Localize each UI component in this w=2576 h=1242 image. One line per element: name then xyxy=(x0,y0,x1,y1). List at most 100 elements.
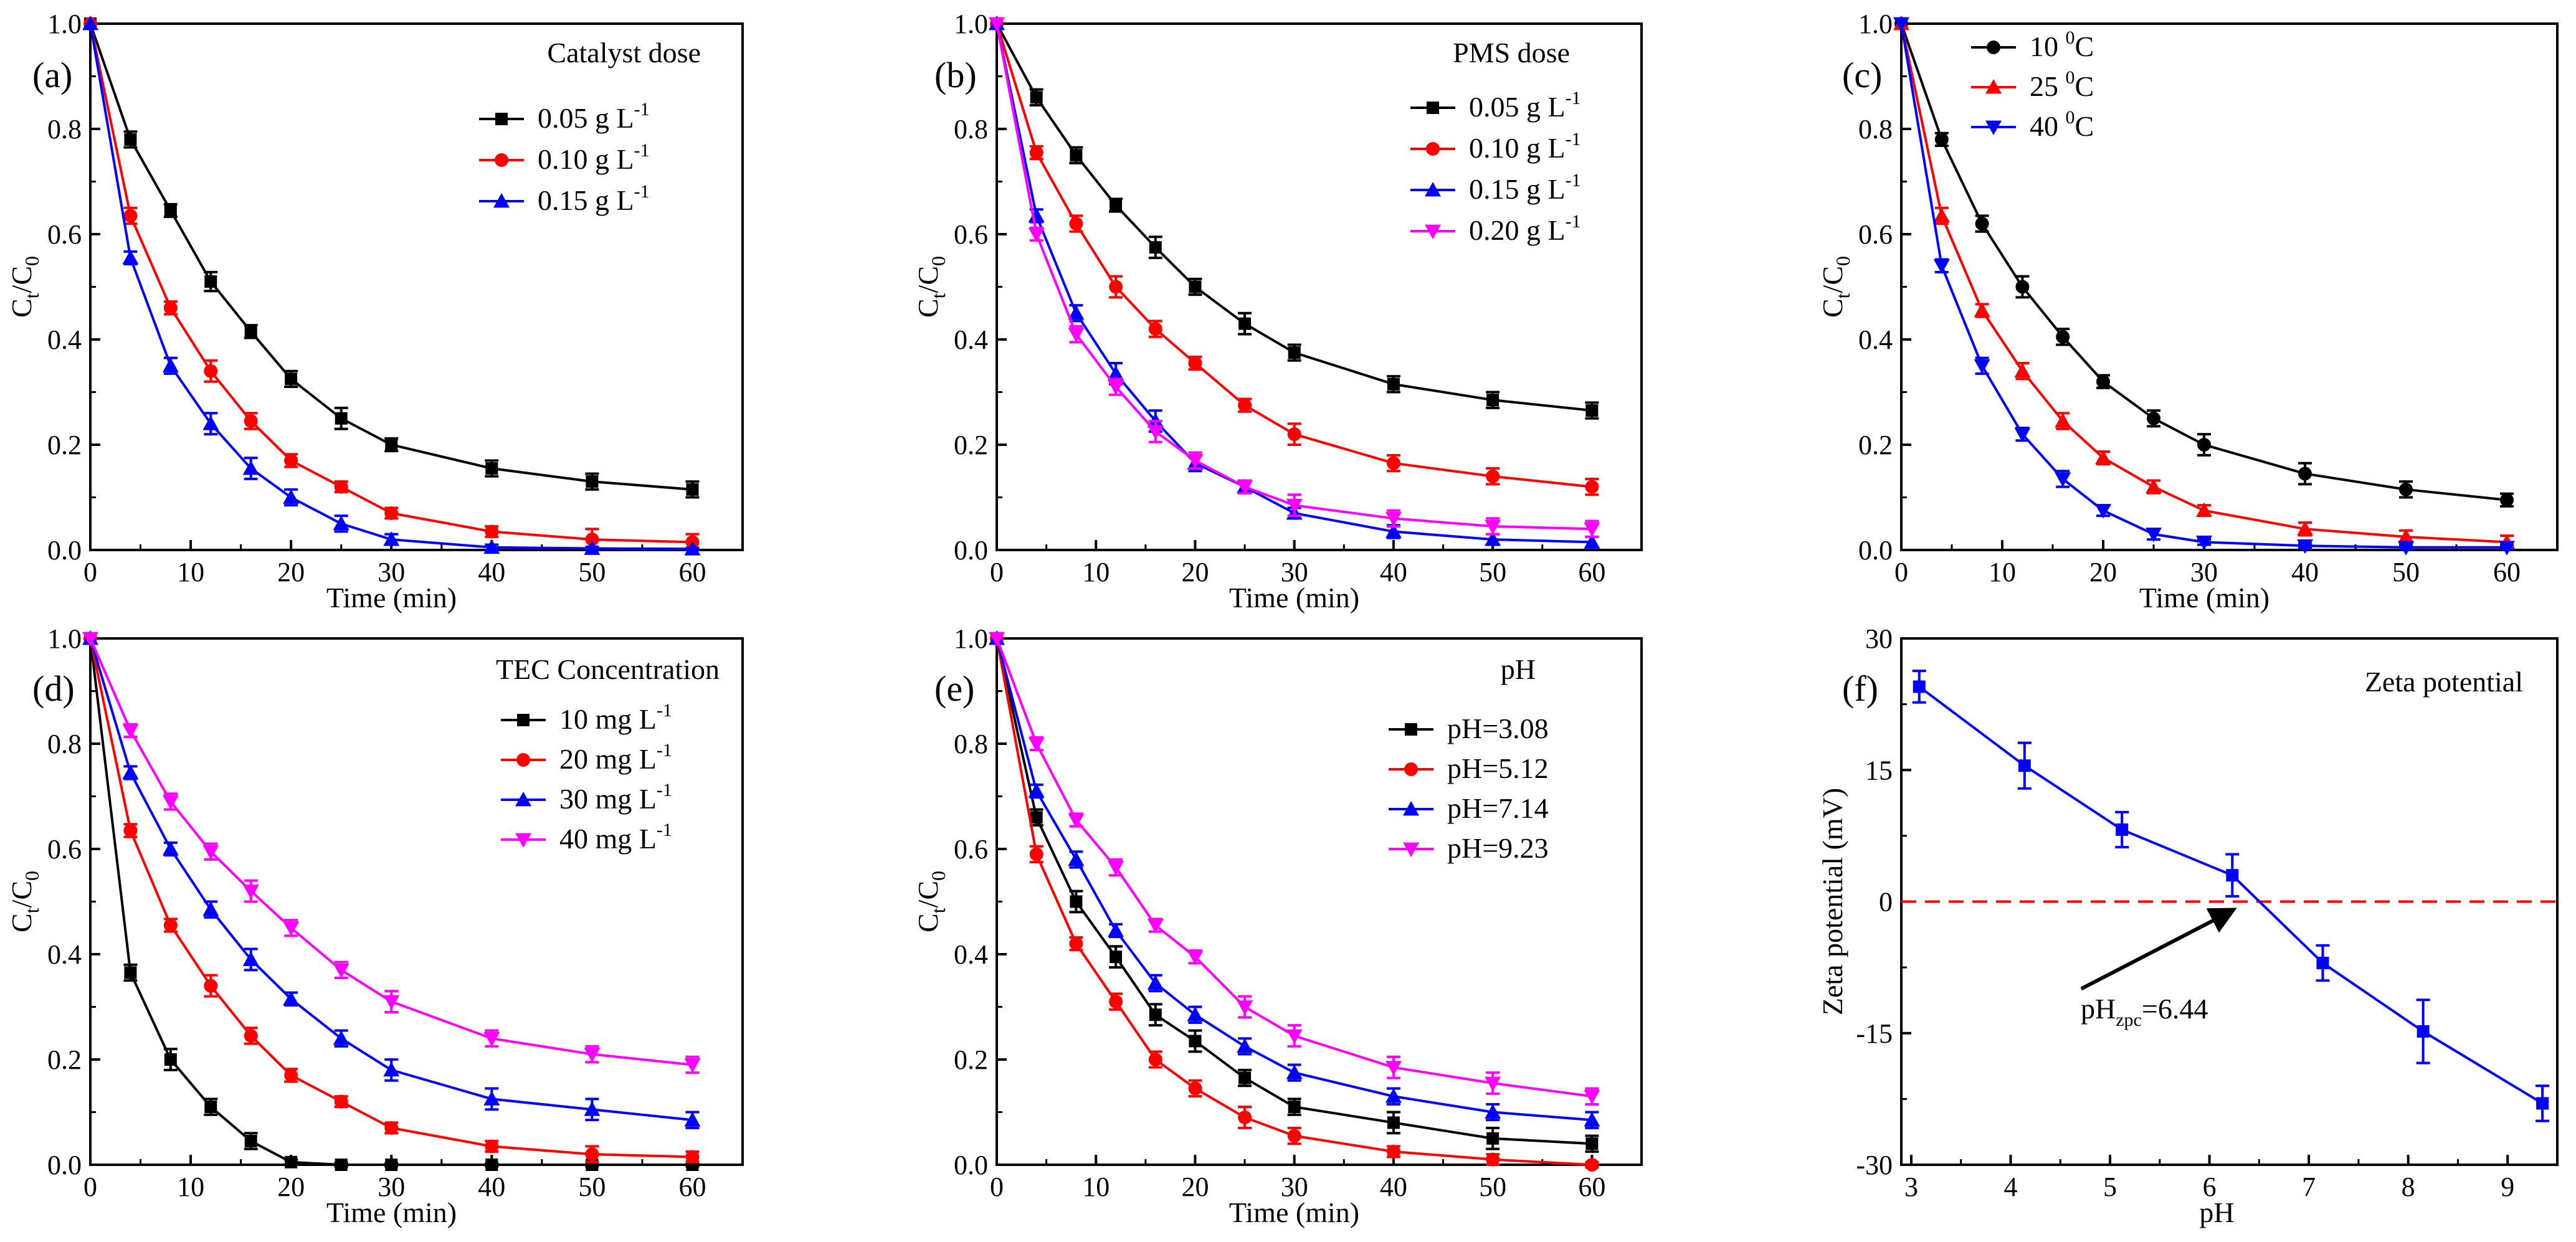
data-point xyxy=(204,364,218,378)
y-tick-label: 0.0 xyxy=(954,1150,988,1180)
legend-label: pH=3.08 xyxy=(1447,713,1549,744)
legend-marker xyxy=(515,792,531,807)
legend-marker xyxy=(1425,224,1441,239)
legend-label: 0.15 g L-1 xyxy=(538,181,650,216)
y-tick-label: 0.2 xyxy=(47,1045,82,1075)
data-point xyxy=(684,541,701,556)
y-axis-label: Ct/C0 xyxy=(912,871,949,932)
data-point xyxy=(1486,469,1500,483)
series-line xyxy=(1900,23,2507,549)
x-tick-label: 10 xyxy=(1989,557,2016,587)
data-point xyxy=(1237,1000,1253,1015)
data-point xyxy=(1189,280,1202,293)
data-point xyxy=(283,921,300,936)
data-point xyxy=(1485,1104,1501,1119)
series-3 xyxy=(989,632,1600,1106)
data-point xyxy=(1188,356,1202,371)
data-point xyxy=(2398,541,2414,556)
data-point xyxy=(2226,869,2239,882)
chart-panel-b: 0 10 20 30 40 50 60 0.0 0.2 0.4 0.6 0.8 1.0 Time (min… xyxy=(912,9,1643,614)
data-point xyxy=(684,1058,701,1073)
legend-title: Zeta potential xyxy=(2365,666,2523,698)
data-point xyxy=(1913,680,1926,693)
y-tick-label: 0.2 xyxy=(954,1045,988,1075)
data-point xyxy=(123,823,138,838)
data-point xyxy=(1070,149,1083,162)
series-0 xyxy=(991,17,1599,420)
legend-label: 0.05 g L-1 xyxy=(538,99,650,134)
data-point xyxy=(2196,502,2212,518)
data-point xyxy=(334,480,348,494)
y-axis-label: Zeta potential (mV) xyxy=(1817,788,1848,1015)
data-point xyxy=(1108,861,1124,876)
data-point xyxy=(1187,950,1204,965)
data-point xyxy=(162,358,179,372)
legend-title: TEC Concentration xyxy=(496,653,720,685)
x-tick-label: 40 xyxy=(1380,557,1407,587)
data-point xyxy=(1974,359,1990,374)
series-1 xyxy=(83,17,700,551)
data-point xyxy=(1237,1038,1253,1053)
data-point xyxy=(1385,511,1402,527)
data-point xyxy=(1286,1064,1303,1079)
data-point xyxy=(1288,346,1301,359)
data-point xyxy=(585,1147,599,1162)
series-line xyxy=(89,23,693,544)
data-point xyxy=(1109,280,1123,294)
data-point xyxy=(202,901,219,916)
legend-marker xyxy=(493,193,510,208)
x-tick-label: 50 xyxy=(578,1172,606,1202)
data-point xyxy=(2398,528,2414,544)
y-tick-label: 0.6 xyxy=(1858,219,1893,250)
data-point xyxy=(1238,398,1252,412)
x-tick-label: 0 xyxy=(83,1172,97,1202)
y-tick-label: 0.2 xyxy=(47,430,82,460)
data-point xyxy=(2399,482,2413,496)
data-point xyxy=(485,1159,498,1171)
y-axis-label: Ct/C0 xyxy=(6,871,43,932)
x-tick-label: 50 xyxy=(1479,557,1506,587)
data-point xyxy=(1584,1089,1600,1105)
data-point xyxy=(1584,534,1600,549)
y-tick-label: 0.6 xyxy=(47,834,82,865)
series-1 xyxy=(1893,16,2515,550)
data-point xyxy=(1068,851,1085,866)
series-2 xyxy=(1893,17,2515,556)
panel-label: (a) xyxy=(32,55,72,95)
x-tick-label: 50 xyxy=(1479,1172,1506,1202)
x-tick-label: 30 xyxy=(1281,1172,1308,1202)
data-point xyxy=(1385,1088,1402,1103)
data-point xyxy=(686,483,699,496)
data-point xyxy=(2316,957,2329,970)
data-point xyxy=(82,16,98,31)
x-tick-label: 0 xyxy=(83,557,97,587)
legend-label: 0.10 g L-1 xyxy=(1469,129,1581,164)
y-tick-label: 1.0 xyxy=(954,9,988,39)
data-point xyxy=(2298,467,2312,481)
chart-panel-a: 0 10 20 30 40 50 60 0.0 0.2 0.4 0.6 0.8 1.0 Time (min… xyxy=(6,9,744,614)
x-tick-label: 40 xyxy=(1380,1172,1407,1202)
data-point xyxy=(1974,302,1990,317)
data-point xyxy=(204,1101,217,1114)
y-tick-label: 0.4 xyxy=(47,325,82,355)
data-point xyxy=(1109,995,1123,1009)
data-point xyxy=(244,414,258,428)
x-tick-label: 10 xyxy=(177,1172,204,1202)
data-point xyxy=(2095,504,2111,519)
data-point xyxy=(1287,1129,1301,1143)
data-point xyxy=(1147,975,1164,990)
data-point xyxy=(1237,480,1253,495)
x-tick-label: 60 xyxy=(678,557,706,587)
data-point xyxy=(122,724,139,739)
series-2 xyxy=(82,16,701,556)
legend-marker xyxy=(1985,120,2002,135)
data-point xyxy=(1149,241,1162,254)
data-point xyxy=(284,453,298,468)
data-point xyxy=(333,515,349,531)
legend-marker xyxy=(1425,182,1441,197)
panel-label: (e) xyxy=(934,668,974,709)
y-tick-label: 0.6 xyxy=(954,219,988,250)
data-point xyxy=(483,539,500,554)
data-point xyxy=(244,1028,258,1043)
data-point xyxy=(202,845,219,860)
